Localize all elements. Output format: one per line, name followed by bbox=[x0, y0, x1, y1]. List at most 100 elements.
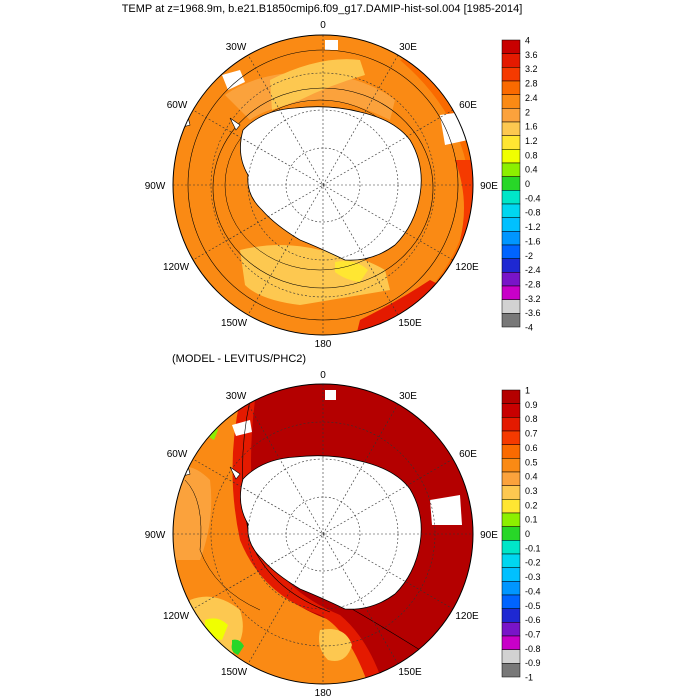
panel2-colorbar-label: -0.8 bbox=[525, 644, 541, 654]
panel2-title: (MODEL - LEVITUS/PHC2) bbox=[172, 353, 307, 365]
panel2-lon-label-120w: 120W bbox=[162, 611, 190, 622]
panel1-colorbar-swatch bbox=[501, 135, 521, 150]
panel2-lon-label-120e: 120E bbox=[455, 611, 479, 622]
panel1-colorbar-label: -3.6 bbox=[525, 308, 541, 318]
panel2-lon-label-150w: 150W bbox=[220, 667, 248, 678]
panel2-colorbar-swatch bbox=[501, 635, 521, 650]
panel1-colorbar-label: -1.6 bbox=[525, 236, 541, 246]
panel2-colorbar-swatch bbox=[501, 663, 521, 678]
panel1-colorbar-swatch bbox=[501, 272, 521, 287]
panel1-yellow-north bbox=[270, 59, 365, 110]
panel1-colorbar-label: -0.8 bbox=[525, 208, 541, 218]
panel2-colorbar-label: 0.9 bbox=[525, 400, 538, 410]
panel2-lon-label-60e: 60E bbox=[459, 449, 477, 460]
panel2-colorbar-label: -1 bbox=[525, 673, 533, 683]
panel2-colorbar-swatch bbox=[501, 622, 521, 637]
panel1-lon-label-120e: 120E bbox=[455, 262, 479, 273]
panel2-colorbar-swatch bbox=[501, 540, 521, 555]
panel1-lon-label-0: 0 bbox=[320, 20, 326, 31]
panel2-missing-data-2 bbox=[325, 390, 336, 400]
panel2-colorbar-swatch bbox=[501, 649, 521, 664]
panel1-colorbar-swatch bbox=[501, 108, 521, 123]
panel2-colorbar-label: -0.7 bbox=[525, 629, 541, 639]
panel1-colorbar-swatch bbox=[501, 203, 521, 218]
panel1-colorbar-swatch bbox=[501, 231, 521, 246]
panel2-colorbar-swatch bbox=[501, 594, 521, 609]
panel2-colorbar-label: 0.2 bbox=[525, 500, 538, 510]
panel1-inner-band-north bbox=[225, 71, 395, 120]
panel2-colorbar-swatch bbox=[501, 526, 521, 541]
panel1-lon-label-30w: 30W bbox=[225, 42, 247, 53]
panel2-lon-label-90w: 90W bbox=[144, 530, 166, 541]
panel1-map-border bbox=[172, 34, 474, 336]
panel2-lon-label-0: 0 bbox=[320, 370, 326, 381]
panel2-colorbar-label: -0.2 bbox=[525, 558, 541, 568]
panel1-colorbar-label: 2 bbox=[525, 107, 530, 117]
panel2-colorbar-swatch bbox=[501, 417, 521, 432]
panel1-lon-label-30e: 30E bbox=[399, 42, 417, 53]
panel1-colorbar-swatch bbox=[501, 149, 521, 164]
panel1-graticule bbox=[173, 35, 473, 335]
panel2-colorbar-swatch bbox=[501, 553, 521, 568]
panel1-map bbox=[172, 34, 474, 336]
panel2-colorbar-swatch bbox=[501, 444, 521, 459]
panel2-light-orange-west bbox=[173, 466, 212, 560]
panel1-colorbar-swatch bbox=[501, 67, 521, 82]
panel2-graticule bbox=[173, 384, 473, 684]
panel2-colorbar-swatch bbox=[501, 567, 521, 582]
panel2-colorbar-swatch bbox=[501, 471, 521, 486]
panel2-colorbar-swatch bbox=[501, 485, 521, 500]
panel1-missing-data-1 bbox=[222, 70, 245, 90]
panel2-lon-label-30e: 30E bbox=[399, 391, 417, 402]
panel1-colorbar-swatch bbox=[501, 244, 521, 259]
panel1-colorbar-swatch bbox=[501, 94, 521, 109]
panel1-colorbar-swatch bbox=[501, 313, 521, 328]
panel1-lon-label-60e: 60E bbox=[459, 100, 477, 111]
panel1-peninsula bbox=[229, 117, 241, 131]
panel2-colorbar-label: 0.5 bbox=[525, 457, 538, 467]
panel1-antarctica bbox=[240, 106, 422, 261]
panel2-colorbar-label: -0.1 bbox=[525, 543, 541, 553]
panel2-colorbar-swatch bbox=[501, 403, 521, 418]
panel2-colorbar-label: 0 bbox=[525, 529, 530, 539]
panel1-lon-label-120w: 120W bbox=[162, 262, 190, 273]
panel2-colorbar-label: 0.7 bbox=[525, 429, 538, 439]
panel1-colorbar-label: 2.8 bbox=[525, 79, 538, 89]
panel1-colorbar-label: 0.8 bbox=[525, 150, 538, 160]
panel1-colorbar-swatch bbox=[501, 190, 521, 205]
panel1-colorbar-swatch bbox=[501, 217, 521, 232]
panel2-colorbar-swatch bbox=[501, 608, 521, 623]
panel2-colorbar-label: 0.3 bbox=[525, 486, 538, 496]
panel2-colorbar-swatch bbox=[501, 458, 521, 473]
panel1-colorbar-label: 4 bbox=[525, 36, 530, 46]
panel1-lon-label-90e: 90E bbox=[480, 181, 498, 192]
panel2-green-spot bbox=[231, 639, 244, 655]
panel1-colorbar-label: 2.4 bbox=[525, 93, 538, 103]
panel2-colorbar-swatch bbox=[501, 581, 521, 596]
panel2-yellow-south bbox=[319, 629, 352, 661]
panel2-colorbar-label: 1 bbox=[525, 386, 530, 396]
panel2-missing-data-1 bbox=[232, 420, 252, 436]
panel1-colorbar-label: -2 bbox=[525, 251, 533, 261]
panel1-colorbar-swatch bbox=[501, 39, 521, 54]
panel2-colorbar-label: -0.9 bbox=[525, 658, 541, 668]
panel1-colorbar-swatch bbox=[501, 299, 521, 314]
panel1-colorbar-swatch bbox=[501, 162, 521, 177]
panel2-lon-label-150e: 150E bbox=[398, 667, 422, 678]
panel1-colorbar-label: 0.4 bbox=[525, 165, 538, 175]
panel1-colorbar-label: 0 bbox=[525, 179, 530, 189]
panel1-lon-label-180: 180 bbox=[314, 339, 332, 350]
panel1-colorbar-label: -2.8 bbox=[525, 279, 541, 289]
panel2-missing-data-3 bbox=[430, 495, 462, 525]
panel1-colorbar-swatch bbox=[501, 285, 521, 300]
panel2-colorbar-label: -0.4 bbox=[525, 586, 541, 596]
panel1-lon-label-90w: 90W bbox=[144, 181, 166, 192]
panel1-colorbar-label: -0.4 bbox=[525, 193, 541, 203]
panel1-lon-label-150w: 150W bbox=[220, 318, 248, 329]
panel1-missing-data-2 bbox=[325, 40, 338, 50]
panel2-map-border bbox=[172, 383, 474, 685]
panel1-yellow-core bbox=[335, 261, 368, 282]
panel1-colorbar-swatch bbox=[501, 176, 521, 191]
panel2-colorbar-swatch bbox=[501, 430, 521, 445]
panel2-colorbar-label: -0.6 bbox=[525, 615, 541, 625]
